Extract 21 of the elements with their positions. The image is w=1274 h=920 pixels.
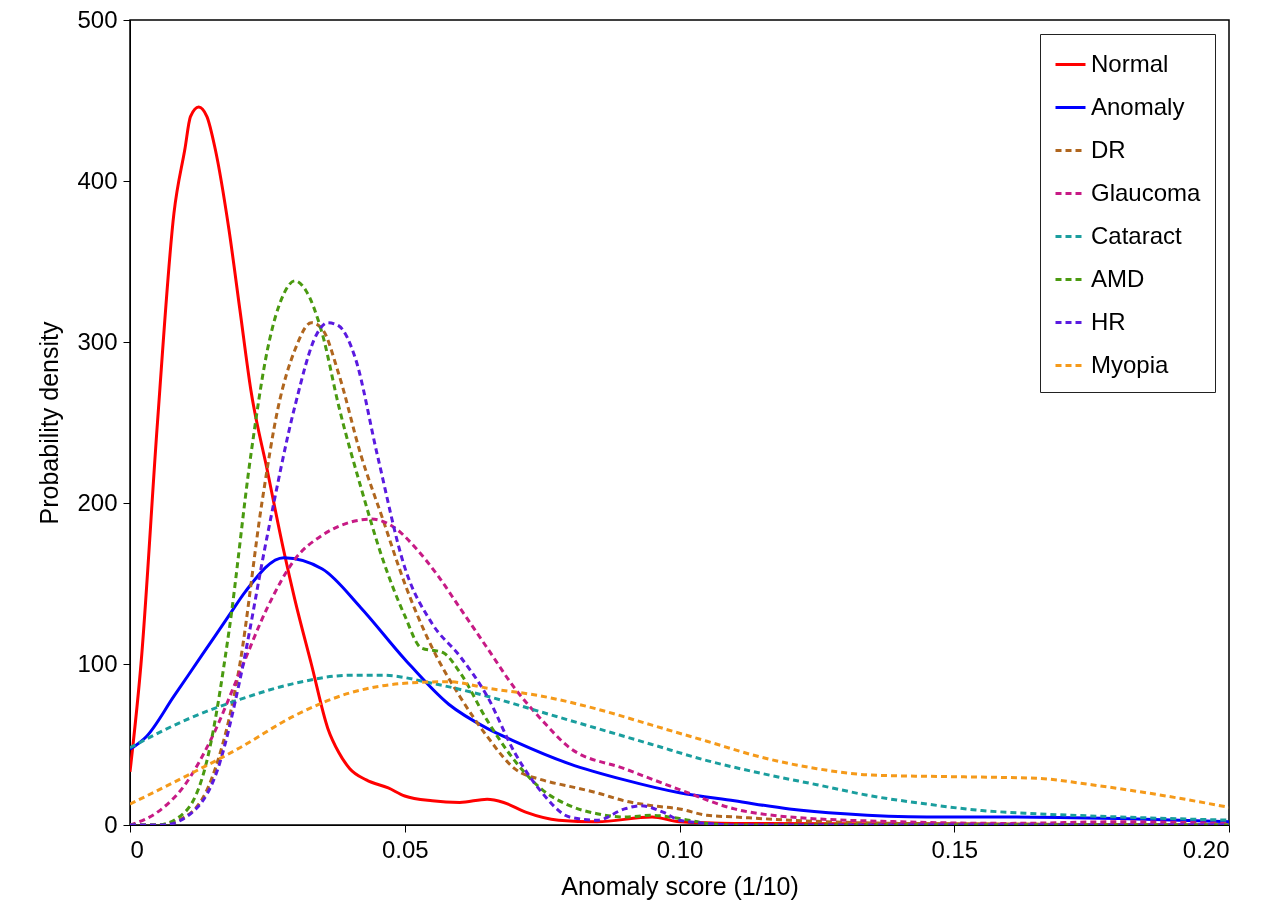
legend-label: Glaucoma [1091, 178, 1202, 206]
y-tick-label: 500 [77, 5, 118, 33]
legend-label: Myopia [1091, 350, 1170, 378]
legend-label: HR [1091, 307, 1126, 335]
x-axis-title: Anomaly score (1/10) [561, 871, 799, 900]
x-tick-label: 0.10 [656, 835, 704, 863]
legend-label: Anomaly [1091, 92, 1185, 120]
x-tick-label: 0.15 [931, 835, 979, 863]
x-tick-label: 0.05 [381, 835, 429, 863]
legend-label: AMD [1091, 264, 1145, 292]
legend-label: Normal [1091, 49, 1169, 77]
y-axis-title: Probability density [35, 321, 64, 525]
legend-label: DR [1091, 135, 1126, 163]
y-tick-label: 100 [77, 649, 118, 677]
y-tick-label: 400 [77, 166, 118, 194]
legend-label: Cataract [1091, 221, 1183, 249]
x-tick-label: 0.20 [1182, 835, 1230, 863]
y-tick-label: 200 [77, 488, 118, 516]
x-tick-label: 0 [130, 835, 144, 863]
y-tick-label: 300 [77, 327, 118, 355]
y-tick-label: 0 [104, 810, 118, 838]
